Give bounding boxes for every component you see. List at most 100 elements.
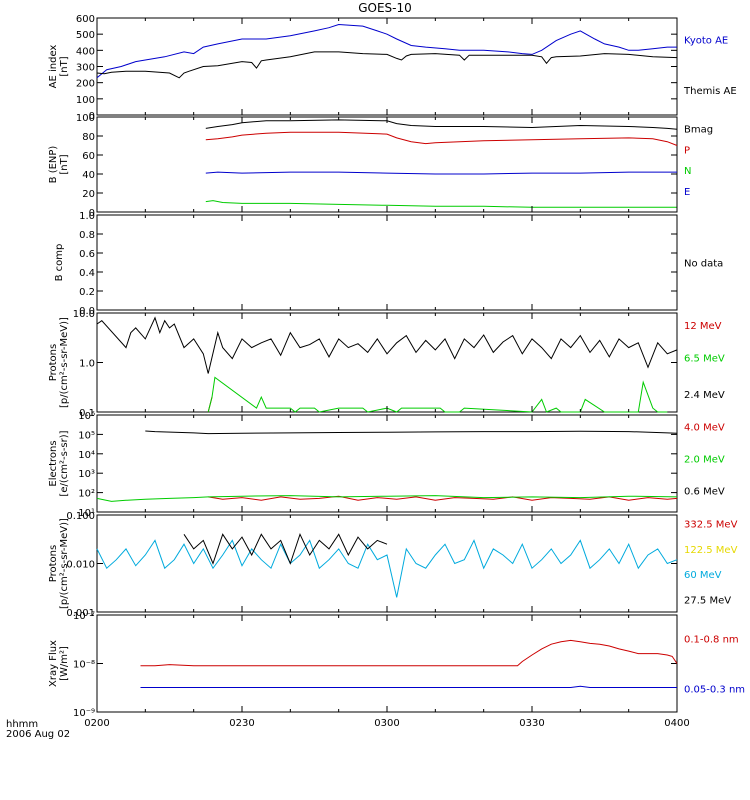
panel-frame [96,312,678,413]
legend-entry: 0.05-0.3 nm [684,685,745,696]
legend-entry: 332.5 MeV [684,520,738,531]
y-tick-label: 100 [76,113,95,124]
series-line-2-0-mev [96,495,678,502]
y-axis-label: Protons[p/(cm²-s-sr-MeV)] [48,518,70,609]
y-axis-label: B comp [54,244,65,282]
y-axis-label-line: Protons [48,344,59,381]
panel-protons_high: 0.0010.0100.100Protons[p/(cm²-s-sr-MeV)]… [48,511,738,619]
series-line-p [205,131,678,146]
y-tick-label: 10⁴ [78,450,95,461]
y-axis-label: Xray Flux[W/m²] [48,640,70,687]
series-line-0-6-mev [145,430,678,435]
y-axis-label-line: B comp [54,244,65,282]
footer-time-label: hhmm [6,719,38,730]
series-line-2-4-mev [96,316,678,374]
x-tick-label: 0300 [374,718,399,729]
y-axis-label-line: Xray Flux [48,640,59,687]
legend-entry: P [684,145,690,156]
panel-frame [96,214,678,311]
legend-entry: E [684,187,690,198]
y-tick-label: 400 [76,46,95,57]
legend-entry: 12 MeV [684,321,722,332]
panel-bcomp: 0.0 0.2 0.4 0.6 0.8 1.0 B comp No data [54,211,723,317]
legend-entry: 6.5 MeV [684,354,725,365]
no-data-note: No data [684,259,723,270]
panel-frame [96,514,678,613]
y-tick-label: 20 [82,189,95,200]
legend-entry: Bmag [684,124,713,135]
legend-entry: N [684,166,691,177]
y-axis-label-line: [e/(cm²-s-sr)] [59,430,70,496]
footer-date-label: 2006 Aug 02 [6,729,70,740]
y-axis-label-line: Protons [48,545,59,582]
y-tick-label: 0.0 [79,306,95,317]
series-line-6-5-mev [207,376,668,413]
y-tick-label: 10⁶ [78,411,95,422]
series-line-60-mev [96,539,678,598]
y-tick-label: 0.4 [79,268,95,279]
y-axis-label-line: [W/m²] [59,646,70,681]
y-tick-label: 60 [82,151,95,162]
y-axis-label-line: [p/(cm²-s-sr-MeV)] [59,518,70,609]
legend-entry: 0.6 MeV [684,487,725,498]
legend-entry: Kyoto AE [684,35,728,46]
x-axis: 0200 0230 0300 0330 0400 [84,718,689,729]
y-axis-label-line: [nT] [59,154,70,174]
y-axis-label-line: Electrons [48,440,59,486]
y-tick-label: 200 [76,79,95,90]
series-line-n [205,200,677,208]
y-tick-label: 10.0 [73,309,95,320]
series-line-e [205,171,677,175]
y-tick-label: 40 [82,170,95,181]
panel-frame [96,614,678,713]
panel-frame [96,116,678,213]
y-tick-label: 1.0 [79,359,95,370]
y-tick-label: 300 [76,63,95,74]
y-tick-label: 10² [78,489,95,500]
panel-electrons: 10¹ 10² 10³ 10⁴ 10⁵ 10⁶ Electrons[e/(cm²-s-sr)… [48,411,725,519]
legend-entry: 2.4 MeV [684,390,725,401]
panel-frame [96,17,678,116]
y-axis-label: B (ENP)[nT] [48,146,70,184]
y-tick-label: 10¹ [78,508,95,519]
panel-xray: 10⁻⁹ 10⁻⁸ 10⁻⁷ Xray Flux[W/m²] 0.1-0.8 nm 0.0… [48,611,745,719]
y-tick-label: 0.6 [79,249,95,260]
y-tick-label: 80 [82,132,95,143]
series-line-0-1-0-8-nm [140,639,678,667]
y-tick-label: 100 [76,95,95,106]
y-tick-label: 0 [89,208,95,219]
plot-title: GOES-10 [358,1,412,15]
series-line-kyoto-ae [96,23,677,79]
legend-entry: 60 MeV [684,570,722,581]
y-axis-label-line: B (ENP) [48,146,59,184]
series-line-themis-ae [96,51,678,79]
y-tick-label: 0.100 [66,511,95,522]
y-tick-label: 10⁻⁷ [73,611,95,622]
y-tick-label: 0 [89,111,95,122]
panel-bfield: 0 20 40 60 80 100 B (ENP)[nT] Bmag PNE [48,113,713,219]
y-tick-label: 10³ [78,469,95,480]
y-tick-label: 1.0 [79,211,95,222]
y-tick-label: 0.8 [79,230,95,241]
y-axis-label-line: AE index [48,45,59,89]
y-axis-label: AE index[nT] [48,45,70,89]
y-tick-label: 10⁻⁹ [73,708,95,719]
legend-entry: Themis AE [683,86,737,97]
y-tick-label: 600 [76,14,95,25]
y-tick-label: 0.010 [66,560,95,571]
y-axis-label-line: [nT] [59,56,70,76]
y-axis-label-line: [p/(cm²-s-sr-MeV)] [59,317,70,408]
x-tick-label: 0400 [664,718,689,729]
legend-entry: 4.0 MeV [684,423,725,434]
x-tick-label: 0200 [84,718,109,729]
legend-entry: 122.5 MeV [684,545,738,556]
legend-entry: 27.5 MeV [684,595,731,606]
series-line-27-5-mev [183,532,388,565]
series-line-bmag [205,119,678,130]
series-line-0-05-0-3-nm [140,685,677,688]
x-tick-label: 0330 [519,718,544,729]
